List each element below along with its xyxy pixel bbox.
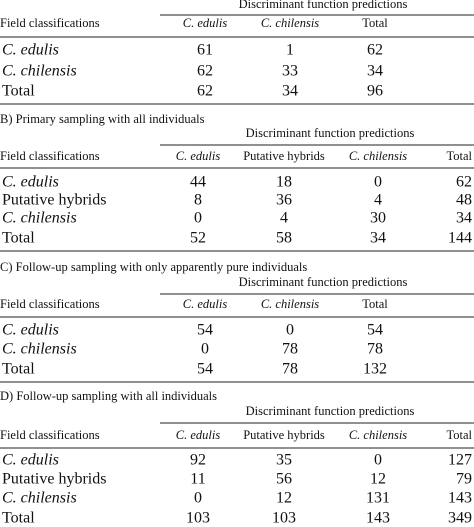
cell: 34 — [282, 83, 298, 100]
row-label: Total — [2, 230, 35, 247]
cell: 62 — [367, 42, 383, 59]
column-header: C. chilensis — [261, 16, 319, 30]
column-header: Field classifications — [0, 149, 100, 163]
column-header: Field classifications — [0, 428, 100, 442]
cell: 132 — [363, 361, 387, 378]
row-label: C. chilensis — [2, 210, 77, 227]
row-label: C. edulis — [2, 42, 59, 59]
cell: 62 — [456, 174, 472, 191]
row-label: Putative hybrids — [2, 471, 106, 488]
column-header: C. edulis — [176, 149, 221, 163]
cell: 78 — [282, 361, 298, 378]
cell: 144 — [448, 230, 472, 247]
cell: 143 — [366, 510, 390, 527]
column-header: C. edulis — [183, 297, 228, 311]
cell: 0 — [201, 341, 209, 358]
cell: 52 — [190, 230, 206, 247]
column-header: Field classifications — [0, 297, 100, 311]
column-header: Total — [362, 297, 388, 311]
cell: 8 — [194, 192, 202, 209]
cell: 30 — [370, 210, 386, 227]
column-header: Field classifications — [0, 16, 100, 30]
group-header: Discriminant function predictions — [239, 0, 408, 11]
row-label: C. chilensis — [2, 341, 77, 358]
cell: 62 — [197, 83, 213, 100]
cell: 103 — [272, 510, 296, 527]
table-caption: C) Follow-up sampling with only apparent… — [0, 260, 307, 274]
column-header: Total — [362, 16, 388, 30]
group-header: Discriminant function predictions — [246, 126, 415, 140]
cell: 0 — [374, 452, 382, 469]
cell: 34 — [367, 63, 383, 80]
cell: 33 — [282, 63, 298, 80]
group-header: Discriminant function predictions — [239, 275, 408, 289]
cell: 78 — [282, 341, 298, 358]
cell: 143 — [448, 490, 472, 507]
cell: 11 — [190, 471, 205, 488]
column-header: C. chilensis — [349, 428, 407, 442]
cell: 12 — [276, 490, 292, 507]
row-label: Putative hybrids — [2, 192, 106, 209]
cell: 62 — [197, 63, 213, 80]
group-header: Discriminant function predictions — [246, 404, 415, 418]
column-header: Putative hybrids — [243, 428, 325, 442]
cell: 349 — [448, 510, 472, 527]
cell: 54 — [197, 322, 213, 339]
cell: 61 — [197, 42, 213, 59]
cell: 103 — [186, 510, 210, 527]
cell: 1 — [286, 42, 294, 59]
cell: 54 — [197, 361, 213, 378]
cell: 127 — [448, 452, 472, 469]
column-header: C. edulis — [183, 16, 228, 30]
row-label: Total — [2, 361, 35, 378]
cell: 0 — [194, 490, 202, 507]
row-label: C. edulis — [2, 322, 59, 339]
row-label: Total — [2, 510, 35, 527]
row-label: C. chilensis — [2, 490, 77, 507]
cell: 18 — [276, 174, 292, 191]
column-header: Total — [446, 428, 472, 442]
table-caption: D) Follow-up sampling with all individua… — [0, 389, 217, 403]
cell: 131 — [366, 490, 390, 507]
cell: 48 — [456, 192, 472, 209]
cell: 35 — [276, 452, 292, 469]
row-label: C. chilensis — [2, 63, 77, 80]
column-header: C. chilensis — [349, 149, 407, 163]
cell: 4 — [280, 210, 288, 227]
cell: 0 — [374, 174, 382, 191]
cell: 56 — [276, 471, 292, 488]
row-label: Total — [2, 83, 35, 100]
cell: 0 — [194, 210, 202, 227]
table-caption: B) Primary sampling with all individuals — [0, 112, 205, 126]
row-label: C. edulis — [2, 174, 59, 191]
cell: 34 — [370, 230, 386, 247]
cell: 54 — [367, 322, 383, 339]
row-label: C. edulis — [2, 452, 59, 469]
cell: 44 — [190, 174, 206, 191]
cell: 96 — [367, 83, 383, 100]
column-header: C. chilensis — [261, 297, 319, 311]
cell: 34 — [456, 210, 472, 227]
cell: 36 — [276, 192, 292, 209]
cell: 78 — [367, 341, 383, 358]
cell: 92 — [190, 452, 206, 469]
column-header: Putative hybrids — [243, 149, 325, 163]
column-header: Total — [446, 149, 472, 163]
cell: 0 — [286, 322, 294, 339]
cell: 79 — [456, 471, 472, 488]
cell: 12 — [370, 471, 386, 488]
cell: 58 — [276, 230, 292, 247]
cell: 4 — [374, 192, 382, 209]
column-header: C. edulis — [176, 428, 221, 442]
